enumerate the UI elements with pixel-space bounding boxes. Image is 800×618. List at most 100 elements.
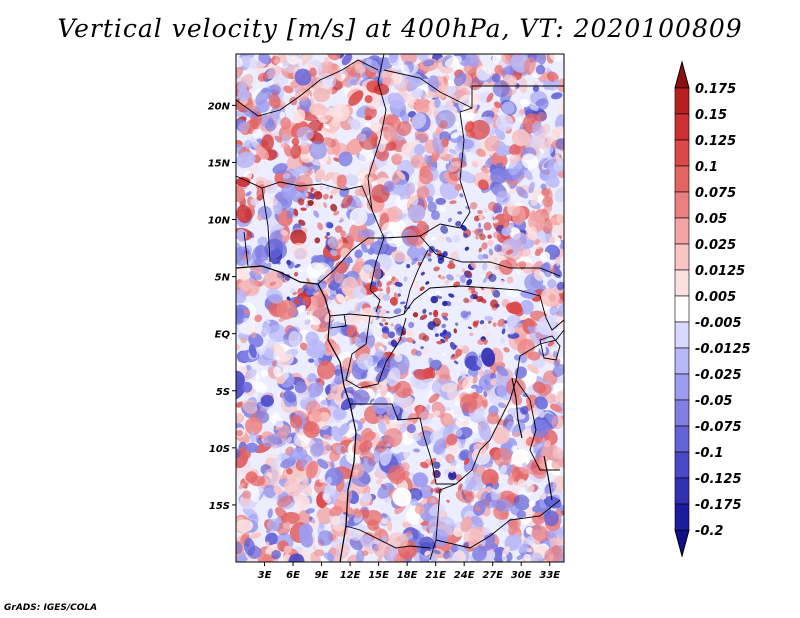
field-cell	[557, 161, 564, 167]
field-cell	[537, 315, 556, 336]
field-cell	[461, 267, 466, 273]
field-cell	[432, 438, 447, 454]
field-cell	[557, 390, 564, 405]
field-cell	[384, 322, 389, 326]
field-cell	[286, 207, 295, 219]
colorbar-swatch	[674, 217, 690, 245]
field-cell	[457, 344, 464, 350]
field-cell	[437, 274, 441, 278]
field-cell	[549, 305, 559, 316]
field-cell	[412, 312, 419, 318]
field-cell	[364, 115, 373, 121]
field-cell	[336, 293, 346, 304]
field-cell	[446, 274, 454, 281]
colorbar-label: -0.005	[695, 316, 742, 331]
field-cell	[314, 237, 321, 244]
field-cell	[239, 56, 259, 69]
field-cell	[422, 335, 430, 342]
field-cell	[478, 368, 484, 378]
field-cell	[389, 54, 399, 64]
field-cell	[268, 117, 274, 127]
field-cell	[276, 299, 297, 320]
field-cell	[485, 486, 493, 493]
field-cell	[361, 492, 372, 503]
lat-tick-label: 10S	[209, 444, 230, 455]
field-cell	[406, 228, 426, 247]
field-cell	[459, 394, 478, 414]
field-cell	[268, 324, 287, 343]
field-cell	[394, 380, 412, 399]
field-cell	[430, 220, 437, 227]
field-cell	[310, 442, 325, 457]
field-cell	[300, 138, 309, 147]
field-cell	[334, 271, 344, 284]
field-cell	[313, 210, 320, 218]
latitude-axis: 20N 15N 10N 5N EQ 5S 10S 15S	[208, 101, 236, 512]
field-cell	[494, 64, 504, 75]
field-cell	[487, 201, 498, 211]
colorbar-label: -0.175	[695, 498, 742, 513]
field-cell	[489, 214, 493, 220]
field-cell	[317, 458, 329, 469]
field-cell	[452, 527, 464, 538]
border-line	[345, 525, 431, 549]
field-cell	[393, 308, 402, 315]
field-cell	[405, 337, 414, 343]
field-cell	[446, 433, 458, 446]
field-cell	[549, 221, 564, 236]
field-cell	[392, 487, 412, 507]
field-cell	[543, 496, 562, 509]
field-cell	[495, 190, 511, 206]
field-cell	[449, 341, 457, 350]
field-cell	[283, 85, 294, 94]
field-cell	[262, 434, 279, 448]
field-cell	[277, 54, 290, 64]
field-cell	[276, 375, 286, 385]
field-cell	[552, 475, 564, 493]
field-cell	[448, 554, 460, 562]
field-cell	[242, 399, 258, 414]
field-cell	[243, 309, 251, 315]
field-cell	[523, 553, 533, 562]
field-cell	[246, 364, 252, 371]
field-cell	[410, 498, 418, 506]
field-cell	[483, 390, 488, 397]
field-cell	[439, 180, 460, 200]
field-cell	[338, 151, 353, 167]
field-cell	[515, 186, 529, 199]
field-cell	[438, 275, 446, 280]
field-cell	[380, 255, 388, 262]
field-cell	[281, 234, 289, 242]
field-cell	[319, 477, 325, 484]
field-cell	[555, 256, 561, 267]
field-cell	[495, 500, 507, 512]
field-cell	[256, 214, 263, 221]
field-cell	[554, 186, 564, 203]
field-cell	[492, 80, 510, 98]
field-cell	[455, 220, 462, 227]
field-cell	[517, 116, 524, 122]
field-cell	[430, 556, 437, 562]
field-cell	[375, 158, 382, 168]
field-cell	[236, 541, 243, 555]
lat-tick-label: 5N	[215, 273, 231, 284]
field-cell	[557, 302, 564, 317]
field-cell	[526, 536, 535, 546]
border-line	[419, 235, 561, 277]
field-cell	[374, 335, 382, 342]
field-cell	[290, 415, 303, 429]
field-cell	[375, 440, 388, 453]
field-cell	[429, 457, 437, 466]
field-cell	[435, 516, 456, 537]
field-cell	[316, 507, 334, 525]
field-cell	[418, 254, 424, 262]
field-cell	[236, 249, 245, 265]
field-cell	[477, 283, 483, 288]
coastline	[236, 265, 357, 562]
field-cell	[523, 169, 533, 181]
field-cell	[409, 193, 419, 207]
border-line	[243, 187, 271, 267]
field-cell	[378, 419, 387, 435]
field-cell	[466, 54, 480, 68]
field-cell	[283, 478, 303, 497]
